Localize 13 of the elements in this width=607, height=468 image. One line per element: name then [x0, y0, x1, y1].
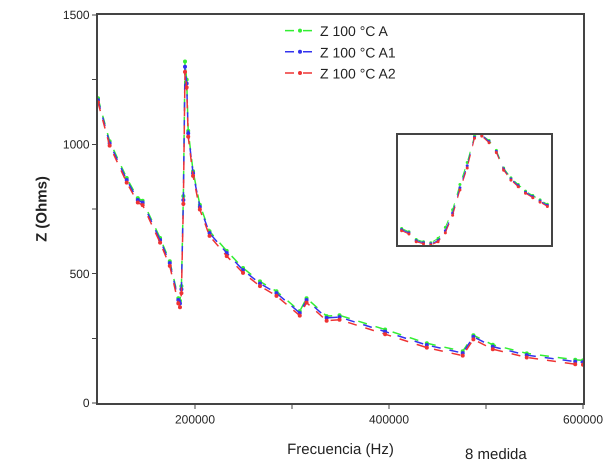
- legend-label: Z 100 °C A1: [320, 44, 396, 60]
- y-tick-label: 500: [70, 266, 90, 281]
- legend-label: Z 100 °C A: [320, 23, 389, 40]
- y-axis-title: Z (Ohms): [34, 176, 51, 242]
- y-tick-label: 0: [82, 396, 90, 410]
- legend-label: Z 100 °C A2: [320, 65, 396, 82]
- y-tick-label: 1000: [62, 138, 90, 152]
- x-tick-label: 400000: [368, 412, 410, 426]
- x-tick-label: 600000: [562, 412, 604, 426]
- y-tick-label: 1500: [62, 8, 90, 22]
- x-axis-title: Frecuencia (Hz): [287, 440, 394, 458]
- x-tick-label: 200000: [174, 412, 216, 426]
- text: 8 medida: [465, 446, 528, 463]
